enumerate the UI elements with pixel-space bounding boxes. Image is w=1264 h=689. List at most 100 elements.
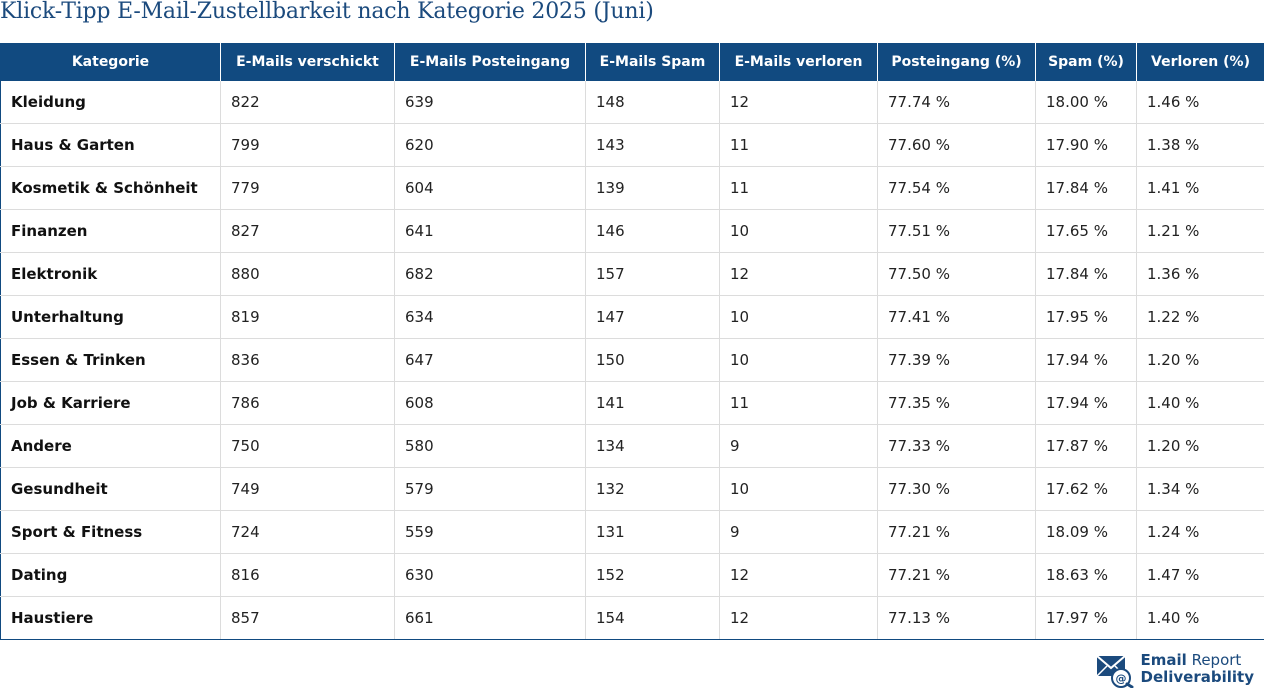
value-cell: 1.46 %: [1136, 81, 1264, 124]
value-cell: 77.13 %: [877, 596, 1036, 640]
value-cell: 822: [220, 81, 395, 124]
value-cell: 827: [220, 209, 395, 253]
value-cell: 630: [394, 553, 586, 597]
page-title: Klick-Tipp E-Mail-Zustellbarkeit nach Ka…: [0, 0, 654, 24]
brand-name-regular: Report: [1191, 651, 1242, 669]
value-cell: 604: [394, 166, 586, 210]
value-cell: 77.30 %: [877, 467, 1036, 511]
column-header: E-Mails verschickt: [220, 43, 395, 81]
category-cell: Job & Karriere: [0, 381, 221, 425]
value-cell: 580: [394, 424, 586, 468]
value-cell: 77.50 %: [877, 252, 1036, 296]
value-cell: 17.90 %: [1035, 123, 1137, 167]
value-cell: 17.65 %: [1035, 209, 1137, 253]
value-cell: 11: [719, 166, 878, 210]
brand-tagline: Deliverability: [1140, 668, 1255, 686]
value-cell: 77.41 %: [877, 295, 1036, 339]
value-cell: 131: [585, 510, 720, 554]
value-cell: 1.41 %: [1136, 166, 1264, 210]
value-cell: 9: [719, 424, 878, 468]
value-cell: 77.60 %: [877, 123, 1036, 167]
brand-text: Email Report Deliverability: [1141, 652, 1255, 686]
value-cell: 152: [585, 553, 720, 597]
table-row: Andere 750 580 134 9 77.33 % 17.87 % 1.20 %: [0, 424, 1264, 468]
value-cell: 18.00 %: [1035, 81, 1137, 124]
value-cell: 1.38 %: [1136, 123, 1264, 167]
table-row: Elektronik 880 682 157 12 77.50 % 17.84 % 1.36 …: [0, 252, 1264, 296]
brand-name-bold: Email: [1140, 651, 1187, 669]
value-cell: 10: [719, 338, 878, 382]
value-cell: 1.20 %: [1136, 424, 1264, 468]
value-cell: 17.94 %: [1035, 338, 1137, 382]
value-cell: 143: [585, 123, 720, 167]
table-row: Essen & Trinken 836 647 150 10 77.39 % 17.94 %…: [0, 338, 1264, 382]
brand-name-line: Email Report: [1141, 652, 1255, 669]
value-cell: 786: [220, 381, 395, 425]
value-cell: 1.24 %: [1136, 510, 1264, 554]
value-cell: 620: [394, 123, 586, 167]
category-cell: Elektronik: [0, 252, 221, 296]
value-cell: 12: [719, 81, 878, 124]
envelope-at-icon: @: [1095, 655, 1133, 688]
value-cell: 139: [585, 166, 720, 210]
category-cell: Unterhaltung: [0, 295, 221, 339]
value-cell: 132: [585, 467, 720, 511]
table-row: Haus & Garten 799 620 143 11 77.60 % 17.90 % 1.…: [0, 123, 1264, 167]
value-cell: 779: [220, 166, 395, 210]
value-cell: 17.84 %: [1035, 166, 1137, 210]
value-cell: 661: [394, 596, 586, 640]
table-row: Unterhaltung 819 634 147 10 77.41 % 17.95 % 1.2…: [0, 295, 1264, 339]
value-cell: 1.20 %: [1136, 338, 1264, 382]
value-cell: 11: [719, 123, 878, 167]
value-cell: 1.40 %: [1136, 381, 1264, 425]
value-cell: 12: [719, 553, 878, 597]
category-cell: Kleidung: [0, 81, 221, 124]
value-cell: 150: [585, 338, 720, 382]
value-cell: 579: [394, 467, 586, 511]
value-cell: 17.95 %: [1035, 295, 1137, 339]
column-header: Kategorie: [0, 43, 221, 81]
value-cell: 10: [719, 467, 878, 511]
category-cell: Sport & Fitness: [0, 510, 221, 554]
value-cell: 77.39 %: [877, 338, 1036, 382]
value-cell: 724: [220, 510, 395, 554]
value-cell: 1.47 %: [1136, 553, 1264, 597]
value-cell: 1.22 %: [1136, 295, 1264, 339]
value-cell: 17.62 %: [1035, 467, 1137, 511]
category-cell: Dating: [0, 553, 221, 597]
value-cell: 18.63 %: [1035, 553, 1137, 597]
column-header: E-Mails verloren: [719, 43, 878, 81]
value-cell: 146: [585, 209, 720, 253]
value-cell: 17.97 %: [1035, 596, 1137, 640]
value-cell: 641: [394, 209, 586, 253]
category-cell: Haustiere: [0, 596, 221, 640]
value-cell: 77.54 %: [877, 166, 1036, 210]
value-cell: 12: [719, 596, 878, 640]
value-cell: 857: [220, 596, 395, 640]
brand-logo-block: @ Email Report Deliverability: [1095, 650, 1255, 688]
value-cell: 77.21 %: [877, 510, 1036, 554]
table-row: Finanzen 827 641 146 10 77.51 % 17.65 % 1.21 %: [0, 209, 1264, 253]
value-cell: 1.34 %: [1136, 467, 1264, 511]
column-header: Spam (%): [1035, 43, 1137, 81]
value-cell: 17.84 %: [1035, 252, 1137, 296]
column-header: E-Mails Posteingang: [394, 43, 586, 81]
column-header: Verloren (%): [1136, 43, 1264, 81]
category-cell: Haus & Garten: [0, 123, 221, 167]
table-row: Kosmetik & Schönheit 779 604 139 11 77.54 % 17…: [0, 166, 1264, 210]
table-row: Sport & Fitness 724 559 131 9 77.21 % 18.09 % 1…: [0, 510, 1264, 554]
category-cell: Essen & Trinken: [0, 338, 221, 382]
value-cell: 147: [585, 295, 720, 339]
column-header: Posteingang (%): [877, 43, 1036, 81]
value-cell: 17.87 %: [1035, 424, 1137, 468]
value-cell: 77.51 %: [877, 209, 1036, 253]
value-cell: 11: [719, 381, 878, 425]
value-cell: 1.36 %: [1136, 252, 1264, 296]
value-cell: 634: [394, 295, 586, 339]
value-cell: 12: [719, 252, 878, 296]
table-row: Gesundheit 749 579 132 10 77.30 % 17.62 % 1.34 …: [0, 467, 1264, 511]
value-cell: 799: [220, 123, 395, 167]
value-cell: 9: [719, 510, 878, 554]
value-cell: 10: [719, 209, 878, 253]
column-header: E-Mails Spam: [585, 43, 720, 81]
